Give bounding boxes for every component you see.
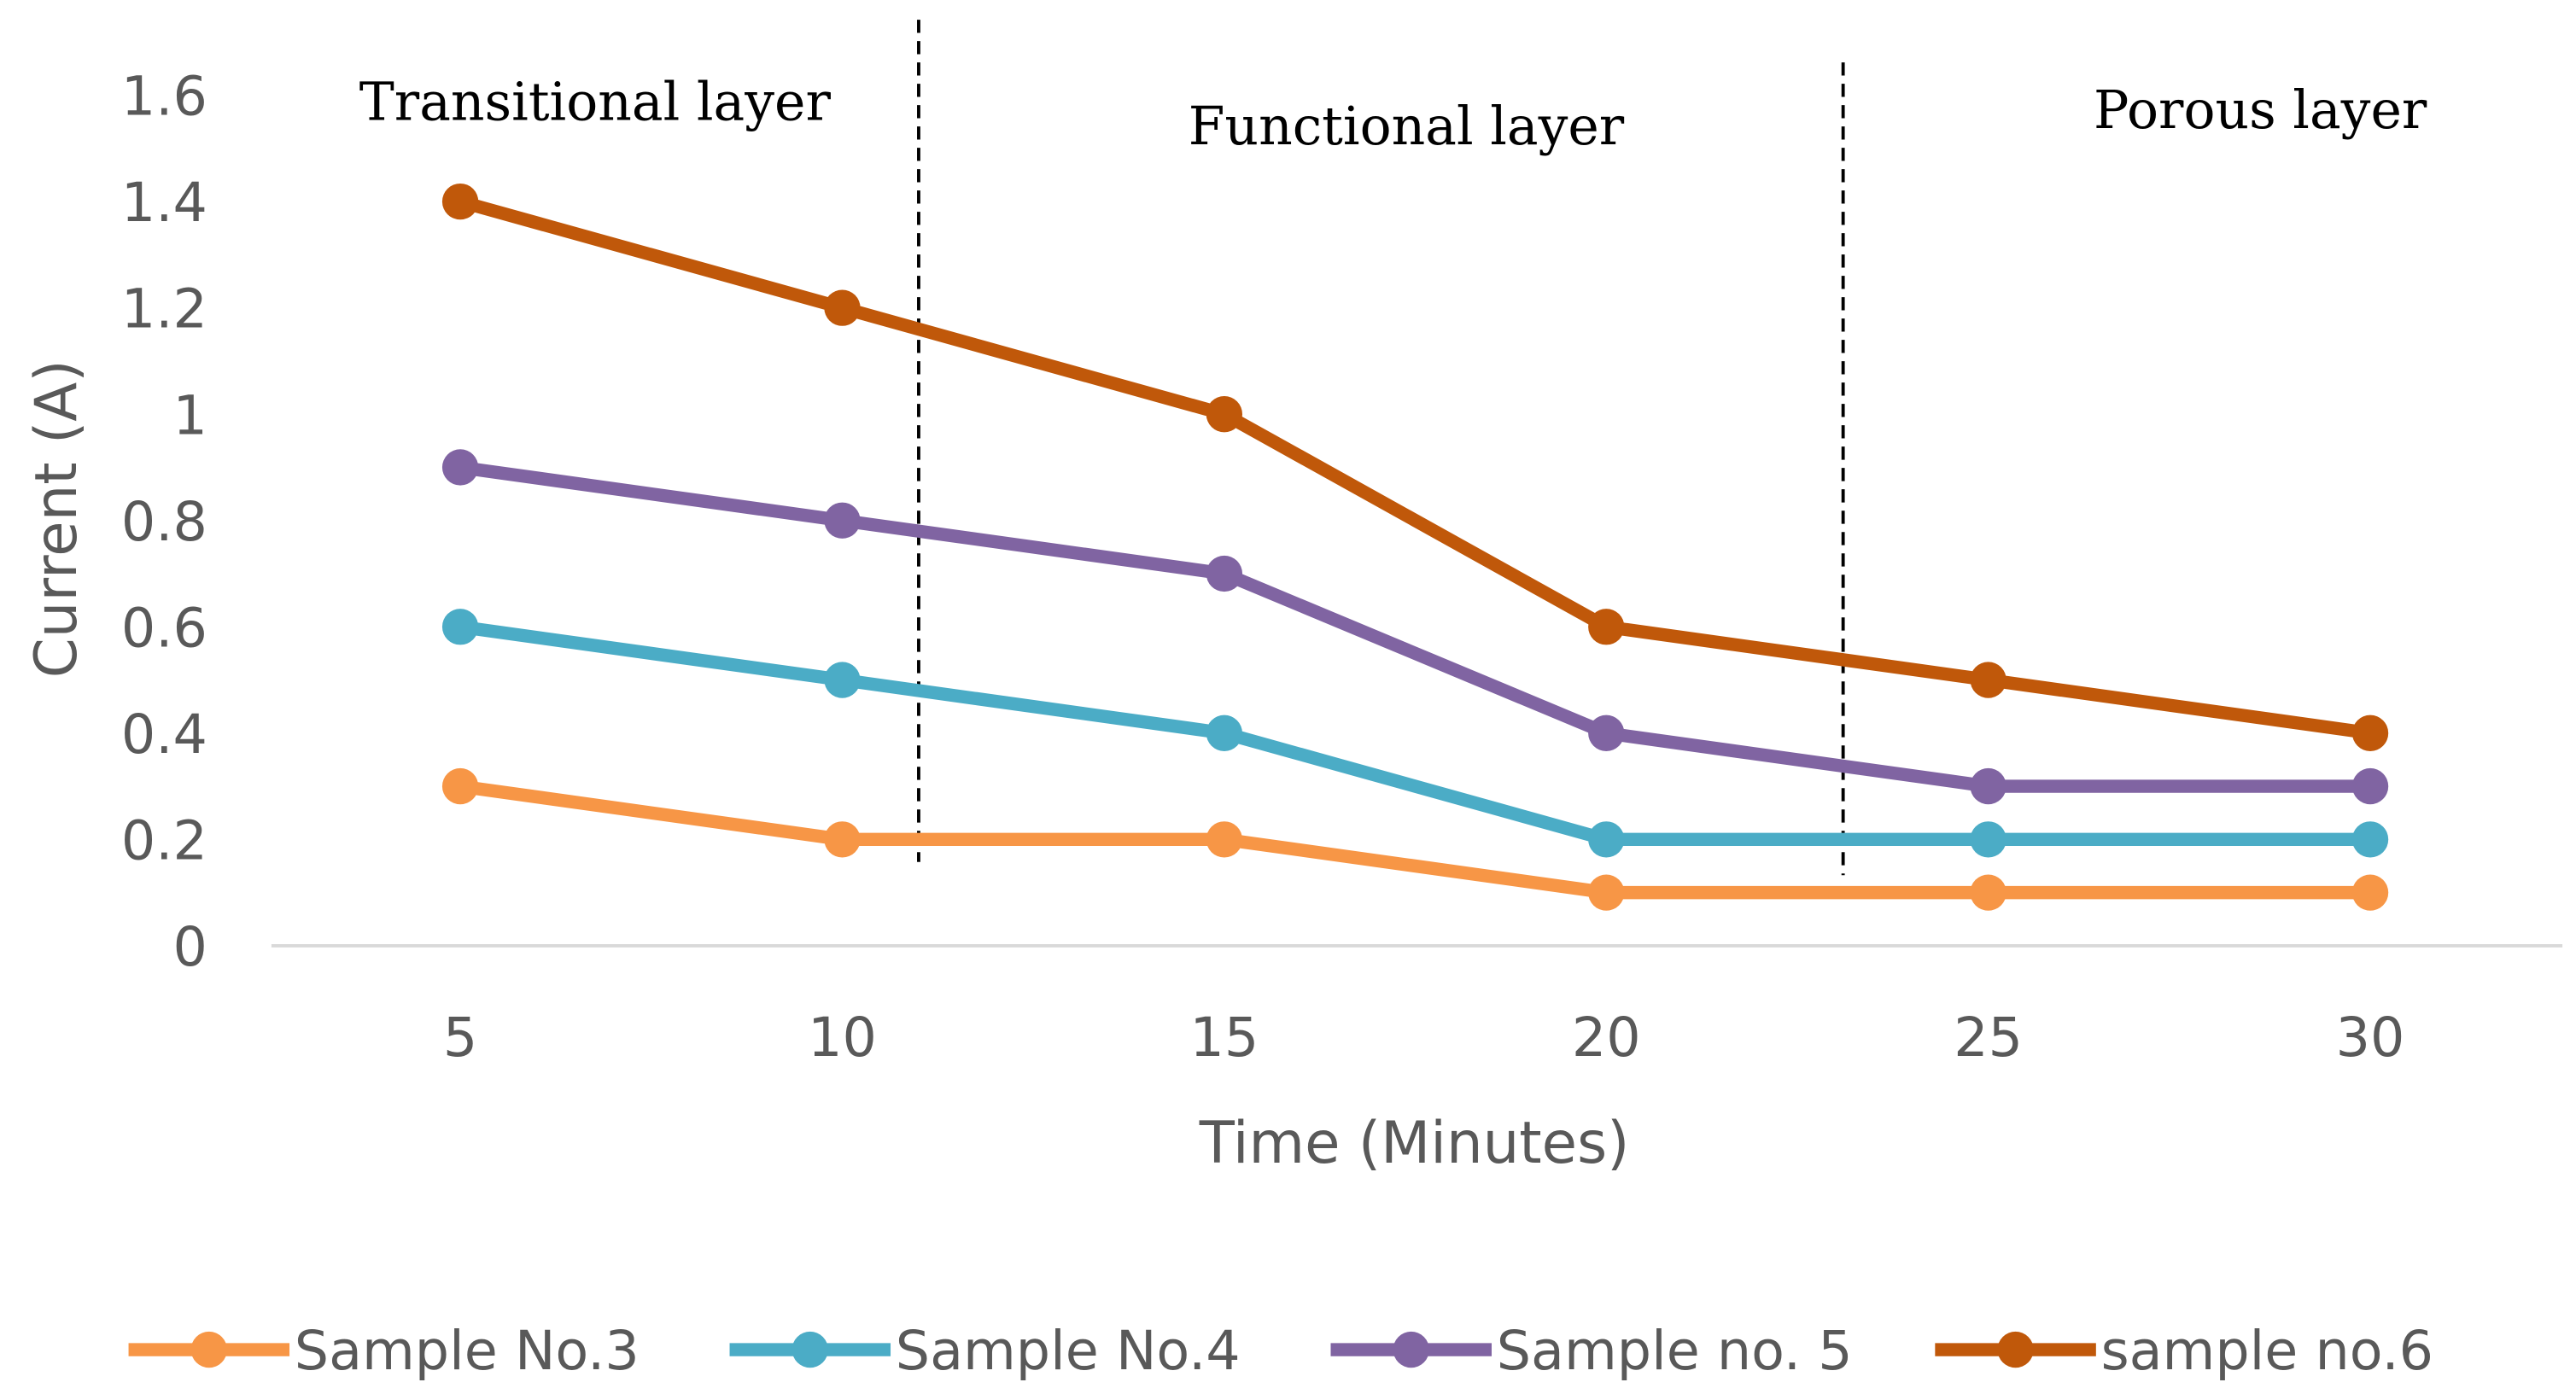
series-line	[459, 779, 2371, 900]
series-line	[459, 460, 2371, 793]
data-point	[824, 289, 861, 326]
data-point	[1588, 714, 1625, 751]
legend-item: Sample no. 5	[1330, 1319, 1853, 1382]
data-point	[1206, 396, 1243, 433]
legend-item: Sample No.4	[729, 1319, 1241, 1382]
y-tick-label: 0	[172, 915, 207, 978]
x-axis-ticks: 5 10 15 20 25 30	[443, 1006, 2405, 1069]
data-point	[824, 821, 861, 858]
data-point	[1588, 609, 1625, 645]
data-point	[1206, 714, 1243, 751]
y-tick-label: 1.4	[121, 171, 207, 234]
x-tick-label: 30	[2336, 1006, 2405, 1069]
legend-marker	[1997, 1331, 2034, 1368]
x-tick-label: 5	[443, 1006, 477, 1069]
y-axis-ticks: 0 0.2 0.4 0.6 0.8 1 1.2 1.4 1.6	[121, 65, 207, 978]
data-point	[441, 609, 479, 645]
data-point	[824, 662, 861, 698]
series-sample-no-4	[441, 609, 2389, 858]
x-tick-label: 15	[1189, 1006, 1259, 1069]
series-sample-no-6	[441, 183, 2389, 751]
y-tick-label: 1.6	[121, 65, 207, 128]
series-sample-no-5	[441, 449, 2389, 805]
x-tick-label: 25	[1954, 1006, 2023, 1069]
data-point	[1588, 874, 1625, 911]
data-point	[1588, 821, 1625, 858]
data-point	[1206, 821, 1243, 858]
legend-label: Sample No.4	[896, 1319, 1241, 1382]
data-point	[1970, 821, 2006, 858]
y-tick-label: 0.8	[121, 490, 207, 553]
series-sample-no-3	[441, 767, 2389, 911]
data-point	[2351, 714, 2389, 751]
x-axis-label: Time (Minutes)	[1199, 1110, 1630, 1176]
y-tick-label: 0.2	[121, 808, 207, 872]
legend-label: Sample No.3	[295, 1319, 640, 1382]
series-line	[459, 620, 2371, 847]
legend-marker	[1393, 1331, 1429, 1368]
annotation-porous-layer: Porous layer	[2094, 79, 2427, 141]
legend-label: Sample no. 5	[1497, 1319, 1853, 1382]
legend-label: sample no.6	[2101, 1319, 2433, 1382]
data-point	[441, 767, 479, 805]
y-tick-label: 1	[172, 383, 207, 446]
y-tick-label: 1.2	[121, 277, 207, 341]
data-point	[441, 183, 479, 220]
legend-marker	[190, 1331, 227, 1368]
legend: Sample No.3 Sample No.4 Sample no. 5 sample…	[128, 1319, 2433, 1382]
data-point	[1970, 874, 2006, 911]
data-point	[2351, 874, 2389, 911]
series-line	[459, 195, 2372, 740]
legend-marker	[791, 1331, 828, 1368]
y-tick-label: 0.6	[121, 596, 207, 659]
series-group	[441, 183, 2389, 911]
data-point	[2351, 767, 2389, 805]
annotation-transitional-layer: Transitional layer	[359, 71, 832, 132]
data-point	[1970, 662, 2006, 698]
x-tick-label: 10	[808, 1006, 877, 1069]
x-tick-label: 20	[1572, 1006, 1641, 1069]
y-axis-label: Current (A)	[23, 359, 90, 678]
y-tick-label: 0.4	[121, 703, 207, 766]
annotation-functional-layer: Functional layer	[1189, 96, 1625, 157]
legend-item: sample no.6	[1935, 1319, 2433, 1382]
data-point	[824, 502, 861, 539]
data-point	[1970, 767, 2006, 805]
data-point	[441, 449, 479, 486]
legend-item: Sample No.3	[128, 1319, 640, 1382]
region-dividers	[917, 20, 1845, 876]
data-point	[2351, 821, 2389, 858]
data-point	[1206, 555, 1243, 592]
